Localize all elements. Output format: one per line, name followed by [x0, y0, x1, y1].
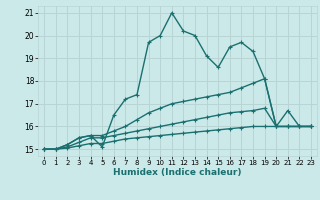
X-axis label: Humidex (Indice chaleur): Humidex (Indice chaleur): [113, 168, 242, 177]
